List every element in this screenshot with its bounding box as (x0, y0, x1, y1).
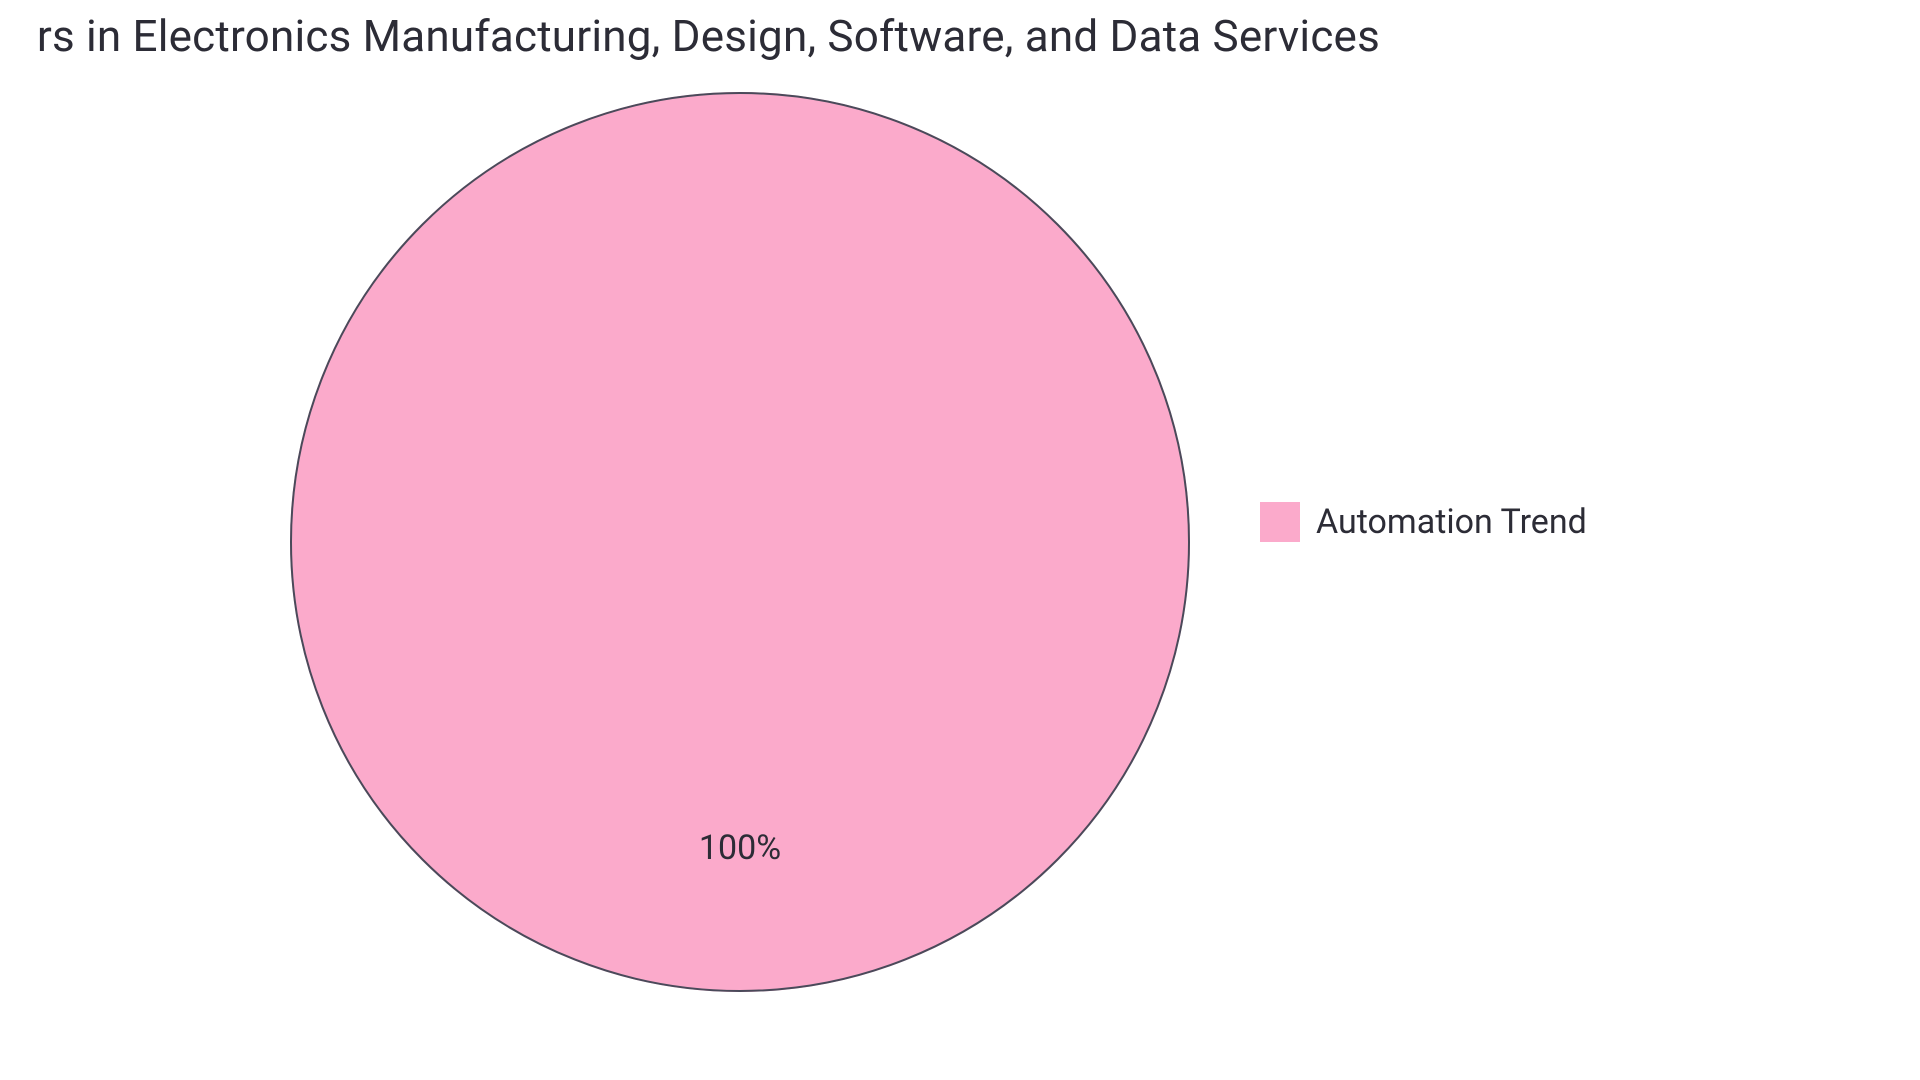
pie-area: 100% (290, 92, 1190, 992)
legend: Automation Trend (1260, 502, 1587, 542)
legend-swatch-0 (1260, 502, 1300, 542)
chart-title: rs in Electronics Manufacturing, Design,… (0, 10, 1380, 62)
pie-chart: rs in Electronics Manufacturing, Design,… (0, 0, 1920, 1080)
legend-label-0: Automation Trend (1316, 502, 1587, 542)
pie-slice-0-label: 100% (699, 828, 781, 868)
